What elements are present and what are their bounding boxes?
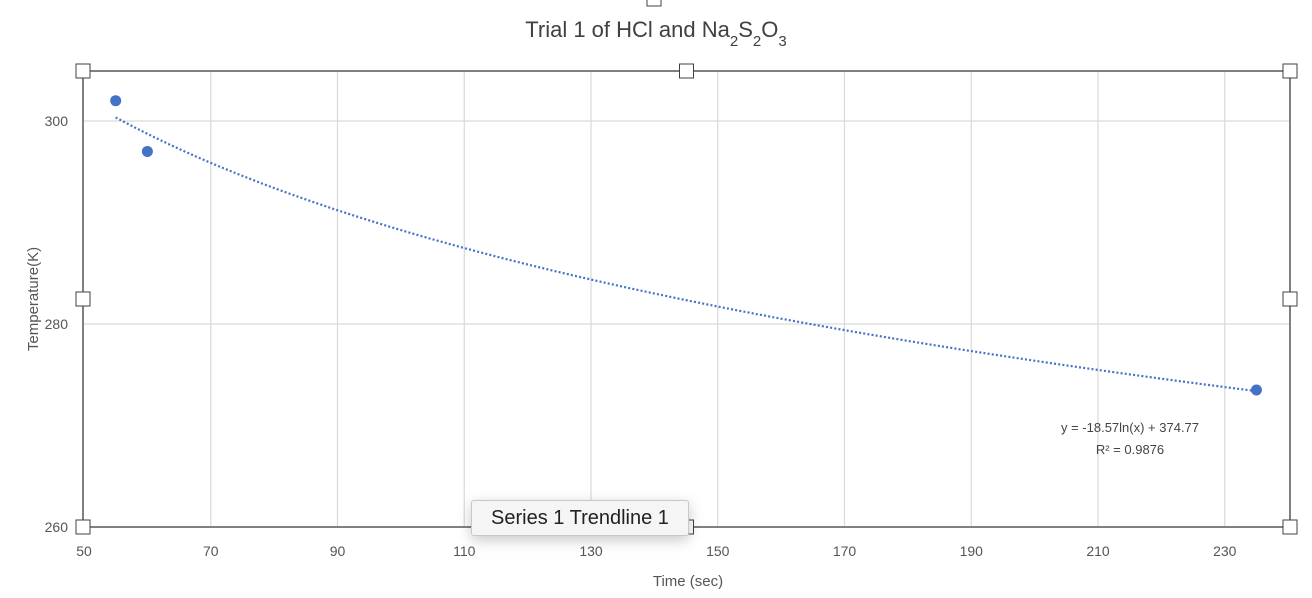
trendline-1[interactable] bbox=[115, 116, 1257, 393]
trendline-tooltip: Series 1 Trendline 1 bbox=[471, 500, 689, 536]
x-tick-label: 210 bbox=[1086, 543, 1110, 559]
x-tick-label: 50 bbox=[76, 543, 92, 559]
selection-handle[interactable] bbox=[75, 519, 91, 535]
x-tick-label: 190 bbox=[960, 543, 984, 559]
selection-handle[interactable] bbox=[75, 291, 91, 307]
selection-handle[interactable] bbox=[1282, 291, 1298, 307]
x-tick-label: 150 bbox=[706, 543, 730, 559]
x-tick-label: 170 bbox=[833, 543, 857, 559]
data-point[interactable] bbox=[141, 145, 153, 157]
x-tick-label: 230 bbox=[1213, 543, 1237, 559]
grid-lines bbox=[83, 71, 1290, 527]
selection-handles[interactable] bbox=[75, 63, 1298, 535]
y-tick-label: 260 bbox=[45, 519, 69, 535]
x-tick-label: 110 bbox=[453, 543, 476, 559]
data-point[interactable] bbox=[1250, 384, 1262, 396]
plot-area-border[interactable] bbox=[82, 70, 1291, 528]
data-point[interactable] bbox=[110, 95, 122, 107]
x-tick-label: 90 bbox=[330, 543, 346, 559]
y-tick-label: 300 bbox=[45, 113, 69, 129]
trendline-r2-label[interactable]: R² = 0.9876 bbox=[1096, 442, 1164, 457]
y-axis-title: Temperature(K) bbox=[25, 247, 42, 351]
selection-handle-top-edge[interactable] bbox=[646, 0, 662, 7]
tick-labels: 50 70 90 110 130 150 170 190 210 230 260 280 300 bbox=[45, 113, 1237, 559]
selection-handle[interactable] bbox=[679, 63, 694, 79]
tooltip-text: Series 1 Trendline 1 bbox=[491, 506, 669, 529]
selection-handle[interactable] bbox=[75, 63, 91, 79]
trendline-equation-label[interactable]: y = -18.57ln(x) + 374.77 bbox=[1061, 420, 1199, 435]
x-tick-label: 130 bbox=[579, 543, 603, 559]
x-axis-title: Time (sec) bbox=[653, 573, 723, 590]
x-tick-label: 70 bbox=[203, 543, 219, 559]
y-tick-label: 280 bbox=[45, 316, 69, 332]
chart-title: Trial 1 of HCl and Na2S2O3 bbox=[525, 17, 786, 50]
selection-handle[interactable] bbox=[1282, 519, 1298, 535]
series-1-points[interactable] bbox=[110, 95, 1262, 396]
selection-handle[interactable] bbox=[1282, 63, 1298, 79]
